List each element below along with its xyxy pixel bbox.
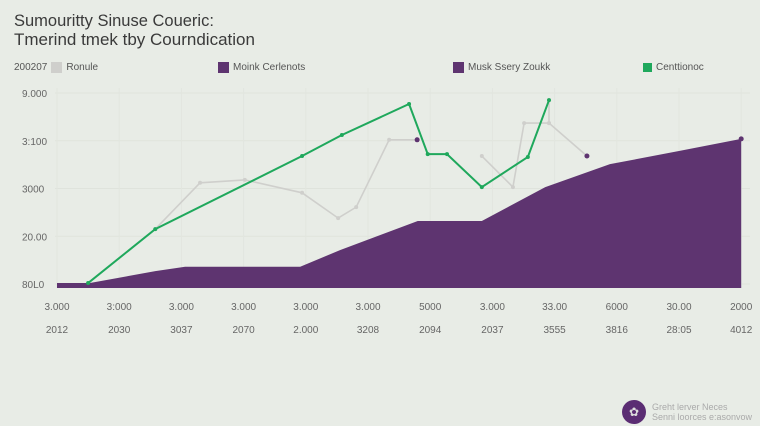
data-point	[198, 180, 203, 185]
line-series	[154, 138, 418, 230]
data-point	[479, 185, 484, 190]
x-tick-label-secondary: 3555	[543, 325, 566, 336]
data-point	[407, 101, 412, 106]
x-tick-label: 3.000	[231, 302, 256, 313]
data-point	[525, 154, 530, 159]
legend-swatch	[51, 62, 63, 73]
x-tick-label: 3.000	[480, 302, 505, 313]
y-tick-label: 3000	[22, 185, 45, 196]
data-point	[387, 137, 392, 142]
data-point	[444, 152, 449, 157]
data-point	[414, 137, 420, 143]
data-point	[522, 121, 527, 126]
legend-prefix: 200207	[14, 62, 48, 73]
x-tick-label: 3.000	[355, 302, 380, 313]
x-tick-label-secondary: 4012	[730, 325, 753, 336]
data-point	[584, 153, 590, 159]
chart-subtitle: Tmerind tmek tby Courndication	[14, 30, 255, 49]
legend-swatch	[218, 62, 229, 73]
x-tick-label: 33.00	[542, 302, 567, 313]
legend-item-moink: Moink Cerlenots	[218, 62, 305, 73]
legend-item-centtionoc: Centtionoc	[643, 62, 704, 73]
x-tick-label-secondary: 2012	[46, 325, 69, 336]
x-tick-label-secondary: 2094	[419, 325, 442, 336]
chart-title: Sumouritty Sinuse Coueric:	[14, 12, 214, 30]
x-tick-label-secondary: 2037	[481, 325, 504, 336]
x-tick-label: 2000	[730, 302, 753, 313]
logo-icon: ✿	[622, 400, 646, 424]
legend-label: Centtionoc	[656, 62, 704, 73]
x-tick-label-secondary: 2030	[108, 325, 131, 336]
data-point	[300, 190, 305, 195]
y-tick-label: 9.000	[22, 89, 47, 100]
x-tick-label-secondary: 2070	[232, 325, 255, 336]
credit-line2: Senni loorces e:asonvow	[652, 412, 753, 422]
x-tick-label-secondary: 28:05	[666, 325, 691, 336]
legend-label: Musk Ssery Zoukk	[468, 62, 551, 73]
data-point	[479, 154, 484, 159]
y-tick-label: 3:100	[22, 137, 47, 148]
data-point	[86, 281, 91, 286]
legend-item-ronule: 200207 Ronule	[14, 62, 98, 73]
data-point	[242, 177, 247, 182]
x-tick-label-secondary: 3816	[606, 325, 629, 336]
credit-line1: Greht lerver Neces	[652, 402, 728, 412]
x-tick-label: 3.000	[169, 302, 194, 313]
legend-swatch	[643, 63, 652, 72]
legend-label: Ronule	[66, 62, 99, 73]
data-point	[510, 185, 515, 190]
x-tick-label: 30.00	[666, 302, 691, 313]
credit: ✿ Greht lerver Neces Senni loorces e:aso…	[622, 400, 752, 424]
area-series	[57, 138, 742, 288]
data-point	[336, 216, 341, 221]
x-tick-label: 5000	[419, 302, 442, 313]
legend-label: Moink Cerlenots	[233, 62, 306, 73]
legend-item-musk: Musk Ssery Zoukk	[453, 62, 550, 73]
y-tick-label: 80L0	[22, 280, 45, 291]
x-tick-label: 6000	[606, 302, 629, 313]
data-point	[425, 152, 430, 157]
x-tick-label-secondary: 3208	[357, 325, 380, 336]
data-point	[738, 136, 744, 142]
data-point	[300, 154, 305, 159]
line-series	[548, 122, 588, 157]
x-tick-label-secondary: 2.000	[293, 325, 318, 336]
data-point	[547, 98, 552, 103]
data-point	[339, 133, 344, 138]
data-point	[153, 227, 158, 232]
x-tick-label: 3.000	[44, 302, 69, 313]
line-series	[87, 99, 550, 284]
data-point	[547, 121, 552, 126]
x-tick-label: 3:000	[107, 302, 132, 313]
y-tick-label: 20.00	[22, 232, 47, 243]
data-point	[354, 205, 359, 210]
x-tick-label-secondary: 3037	[170, 325, 193, 336]
x-tick-label: 3.000	[293, 302, 318, 313]
legend-swatch	[453, 62, 464, 73]
